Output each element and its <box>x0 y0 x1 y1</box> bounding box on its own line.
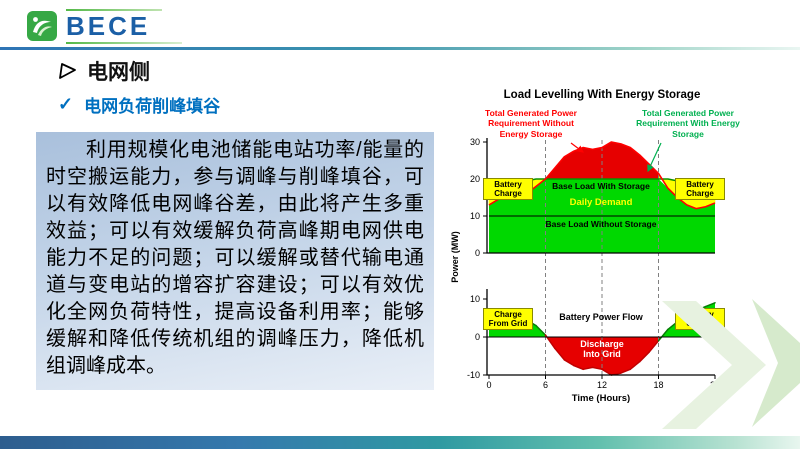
svg-text:30: 30 <box>470 137 480 147</box>
label-discharge-into-grid: Discharge Into Grid <box>580 339 624 360</box>
svg-text:0: 0 <box>475 332 480 342</box>
label-battery-charge-right: Battery Charge <box>675 178 725 201</box>
check-icon: ✓ <box>58 94 74 114</box>
svg-text:0: 0 <box>486 380 491 390</box>
label-charge-from-grid: Charge From Grid <box>483 308 533 331</box>
logo-accent-line-bottom <box>66 42 182 44</box>
svg-text:0: 0 <box>475 248 480 258</box>
arrow-bullet-icon <box>59 63 76 79</box>
section-heading: 电网侧 <box>56 56 150 86</box>
company-logo-icon <box>27 11 57 41</box>
footer-accent-bar <box>0 436 800 449</box>
body-paragraph: 利用规模化电池储能电站功率/能量的时空搬运能力，参与调峰与削峰填谷，可以有效降低… <box>46 139 424 377</box>
svg-text:-10: -10 <box>467 370 480 380</box>
svg-text:6: 6 <box>543 380 548 390</box>
load-levelling-chart: Load Levelling With Energy Storage Total… <box>447 86 797 420</box>
svg-text:20: 20 <box>470 174 480 184</box>
label-battery-charge-left: Battery Charge <box>483 178 533 201</box>
section-title: 电网侧 <box>87 61 150 84</box>
x-axis-title: Time (Hours) <box>571 393 631 404</box>
svg-text:18: 18 <box>653 380 663 390</box>
logo-accent-line-top <box>66 9 162 11</box>
chart-title: Load Levelling With Energy Storage <box>503 89 701 101</box>
svg-text:12: 12 <box>597 380 607 390</box>
label-base-load-with-storage: Base Load With Storage <box>552 181 650 191</box>
svg-text:10: 10 <box>470 211 480 221</box>
svg-text:10: 10 <box>470 294 480 304</box>
subsection-title: 电网负荷削峰填谷 <box>84 97 221 116</box>
y-axis-title: Power (MW) <box>450 231 460 283</box>
body-text-panel: 利用规模化电池储能电站功率/能量的时空搬运能力，参与调峰与削峰填谷，可以有效降低… <box>36 132 434 390</box>
annotation-without-storage: Total Generated Power Requirement Withou… <box>485 108 577 139</box>
chevron-decoration <box>662 299 800 429</box>
annotation-with-storage: Total Generated Power Requirement With E… <box>636 108 740 139</box>
label-base-load-without-storage: Base Load Without Storage <box>545 219 657 229</box>
logo-text: BECE <box>66 11 151 41</box>
label-daily-demand: Daily Demand <box>569 197 633 208</box>
label-battery-power-flow: Battery Power Flow <box>559 312 643 322</box>
subsection-heading: ✓ 电网负荷削峰填谷 <box>58 92 220 117</box>
header-divider <box>0 47 800 50</box>
